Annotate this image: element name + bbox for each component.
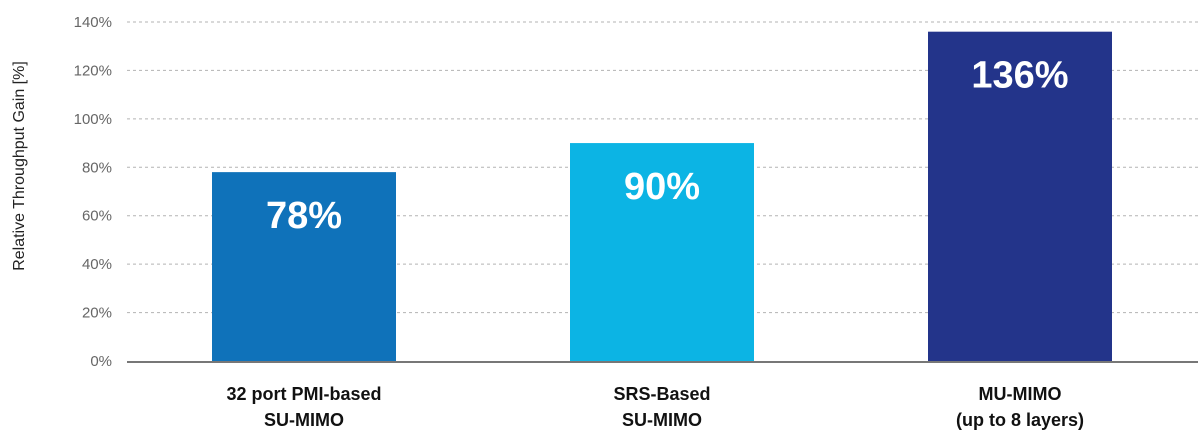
bar xyxy=(928,31,1112,361)
x-category-label: SRS-Based xyxy=(613,384,710,404)
data-label: 78% xyxy=(266,195,342,237)
y-tick-label: 100% xyxy=(74,111,112,128)
bars xyxy=(212,31,1112,361)
y-tick-label: 120% xyxy=(74,62,112,79)
x-category-label: SU-MIMO xyxy=(264,410,344,430)
y-tick-label: 0% xyxy=(90,353,112,370)
y-tick-label: 40% xyxy=(82,256,112,273)
bar xyxy=(212,172,396,361)
y-tick-label: 60% xyxy=(82,208,112,225)
bar xyxy=(570,143,754,361)
y-axis-ticks: 0% 20% 40% 60% 80% 100% 120% 140% xyxy=(74,14,112,370)
y-tick-label: 140% xyxy=(74,14,112,31)
x-category-label: (up to 8 layers) xyxy=(956,410,1084,430)
x-axis-categories: 32 port PMI-based SU-MIMO SRS-Based SU-MIMO… xyxy=(226,384,1084,430)
y-axis-label: Relative Throughput Gain [%] xyxy=(11,61,28,271)
data-label: 136% xyxy=(971,55,1068,97)
data-label: 90% xyxy=(624,166,700,208)
y-tick-label: 20% xyxy=(82,305,112,322)
x-category-label: SU-MIMO xyxy=(622,410,702,430)
data-labels: 78% 90% 136% xyxy=(266,55,1069,237)
x-category-label: MU-MIMO xyxy=(979,384,1062,404)
x-category-label: 32 port PMI-based xyxy=(226,384,381,404)
y-tick-label: 80% xyxy=(82,159,112,176)
